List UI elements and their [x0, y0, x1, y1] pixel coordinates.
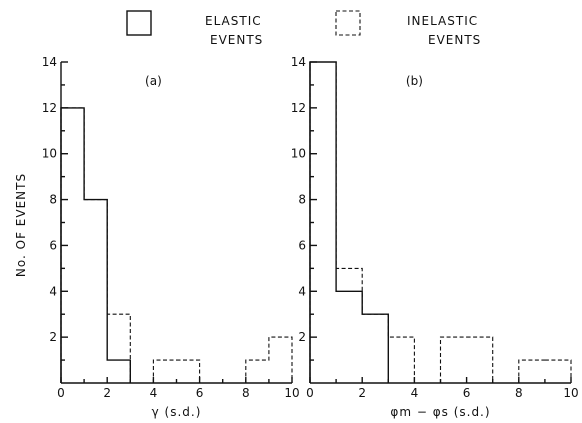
- x-tick-label: 0: [57, 386, 65, 400]
- legend-elastic-line2: EVENTS: [210, 33, 263, 47]
- panel-a-x-axis-label: γ (s.d.): [152, 405, 202, 419]
- x-tick-label: 0: [306, 386, 314, 400]
- y-tick-label: 6: [49, 238, 57, 252]
- y-tick-label: 12: [291, 101, 306, 115]
- y-tick-label: 10: [42, 147, 57, 161]
- inelastic-histogram-step: [518, 359, 572, 383]
- y-tick-label: 8: [49, 193, 57, 207]
- panel-b-label: (b): [406, 74, 423, 88]
- y-tick-label: 4: [49, 284, 57, 298]
- panel-b: 2 4 6 8 10 12 14 0 2 4 6 8 10 (b) φm − φs (s.d.): [291, 55, 579, 419]
- x-tick-label: 10: [563, 386, 578, 400]
- legend: ELASTIC EVENTS INELASTIC EVENTS: [126, 10, 481, 47]
- panel-a-ticks: 2 4 6 8 10 12 14 0 2 4 6 8 10: [42, 55, 300, 400]
- inelastic-histogram-step: [60, 107, 131, 383]
- legend-inelastic-line2: EVENTS: [428, 33, 481, 47]
- y-axis-label: No. OF EVENTS: [14, 173, 28, 277]
- panel-b-x-axis-label: φm − φs (s.d.): [390, 405, 490, 419]
- inelastic-histogram-step: [439, 336, 494, 383]
- y-tick-label: 14: [42, 55, 57, 69]
- panel-b-bars: [309, 61, 572, 383]
- y-tick-label: 4: [298, 284, 306, 298]
- legend-inelastic-swatch: [335, 10, 361, 36]
- panel-a-label: (a): [145, 74, 162, 88]
- y-tick-label: 14: [291, 55, 306, 69]
- x-tick-label: 10: [284, 386, 299, 400]
- elastic-histogram-step: [60, 107, 131, 383]
- panel-b-ticks: 2 4 6 8 10 12 14 0 2 4 6 8 10: [291, 55, 579, 400]
- inelastic-histogram-step: [309, 61, 415, 383]
- y-tick-label: 2: [298, 330, 306, 344]
- y-tick-label: 12: [42, 101, 57, 115]
- x-tick-label: 2: [358, 386, 366, 400]
- panel-a: 2 4 6 8 10 12 14 0 2 4 6 8 10 (a) γ (s.d.): [42, 55, 300, 419]
- inelastic-histogram-step: [245, 336, 293, 383]
- x-tick-label: 4: [411, 386, 419, 400]
- legend-inelastic-line1: INELASTIC: [407, 14, 478, 28]
- x-tick-label: 8: [242, 386, 250, 400]
- y-tick-label: 8: [298, 193, 306, 207]
- y-tick-label: 10: [291, 147, 306, 161]
- panel-a-bars: [60, 107, 293, 383]
- legend-elastic-swatch: [126, 10, 152, 36]
- x-tick-label: 8: [515, 386, 523, 400]
- elastic-histogram-step: [309, 61, 389, 383]
- legend-elastic-line1: ELASTIC: [205, 14, 262, 28]
- y-tick-label: 2: [49, 330, 57, 344]
- y-tick-label: 6: [298, 238, 306, 252]
- x-tick-label: 6: [463, 386, 471, 400]
- x-tick-label: 2: [103, 386, 111, 400]
- x-tick-label: 4: [150, 386, 158, 400]
- x-tick-label: 6: [196, 386, 204, 400]
- inelastic-histogram-step: [152, 359, 201, 383]
